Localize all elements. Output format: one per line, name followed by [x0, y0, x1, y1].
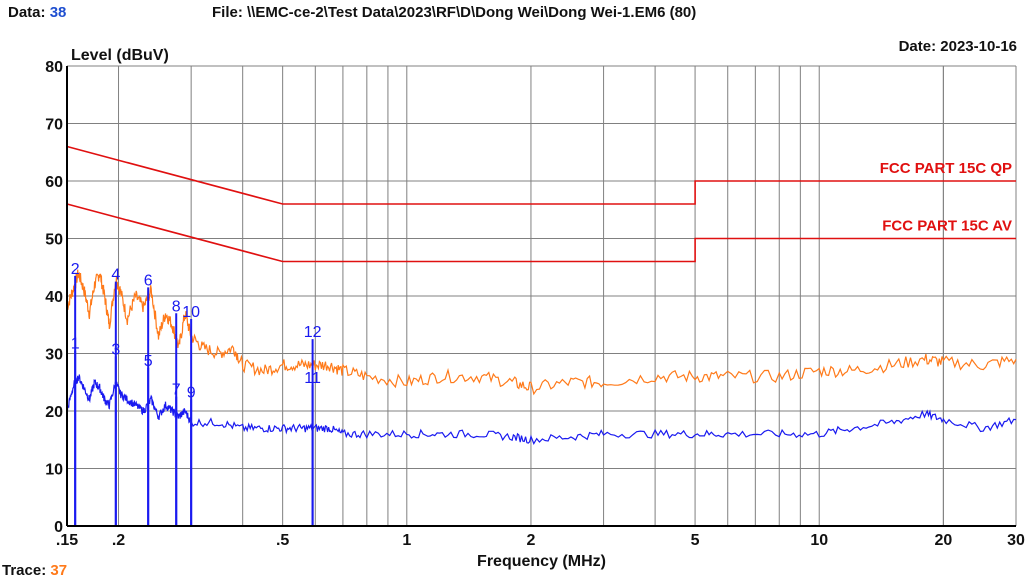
traces [66, 269, 1017, 445]
x-tick-label: 1 [402, 532, 411, 549]
limit-lines [66, 145, 1016, 263]
x-tick-label: 20 [934, 532, 952, 549]
y-tick-label: 40 [45, 289, 63, 306]
data-value: 38 [49, 4, 67, 21]
x-axis-title: Frequency (MHz) [477, 553, 606, 570]
limit-label: FCC PART 15C QP [880, 160, 1012, 177]
x-tick-label: 2 [526, 532, 535, 549]
date-label: Date: 2023-10-16 [898, 38, 1017, 55]
y-axis-title: Level (dBuV) [71, 47, 169, 64]
data-label: Data: [8, 4, 46, 21]
y-tick-label: 10 [45, 462, 63, 479]
y-tick-label: 80 [45, 59, 63, 76]
limit-line [66, 203, 1016, 263]
marker-label: 4 [111, 267, 120, 284]
grid [67, 65, 1017, 527]
marker-label: 8 [172, 298, 181, 315]
x-tick-label: 5 [691, 532, 700, 549]
trace-av [66, 374, 1017, 445]
y-tick-label: 60 [45, 174, 63, 191]
markers: 123456789101112 [71, 261, 322, 526]
x-tick-label: .15 [56, 532, 78, 549]
labels: Level (dBuV) Frequency (MHz) FCC PART 15C … [71, 47, 1012, 570]
limit-line [66, 145, 1016, 205]
marker-label: 10 [182, 304, 200, 321]
marker-label: 6 [144, 272, 153, 289]
y-tick-label: 70 [45, 117, 63, 134]
x-tick-label: 30 [1007, 532, 1025, 549]
trace-qp [66, 269, 1017, 396]
limit-label: FCC PART 15C AV [882, 218, 1012, 235]
y-tick-label: 30 [45, 347, 63, 364]
y-tick-label: 0 [54, 519, 63, 536]
x-tick-label: 10 [810, 532, 828, 549]
data-header: Data: 38 [8, 4, 66, 21]
marker-label: 12 [304, 324, 322, 341]
x-tick-label: .2 [112, 532, 125, 549]
x-tick-label: .5 [276, 532, 289, 549]
y-tick-label: 50 [45, 232, 63, 249]
marker-label: 2 [71, 261, 80, 278]
y-tick-label: 20 [45, 404, 63, 421]
file-path: File: \\EMC-ce-2\Test Data\2023\RF\D\Don… [212, 4, 697, 21]
